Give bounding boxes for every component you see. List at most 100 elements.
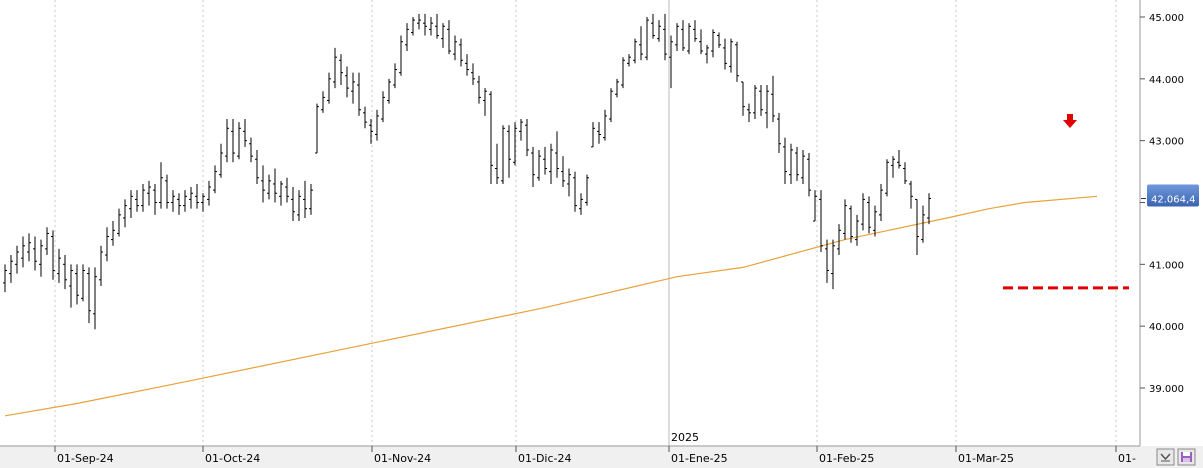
ohlc-bar (87, 267, 91, 324)
ohlc-bar (345, 66, 349, 98)
ohlc-bar (555, 131, 559, 178)
ohlc-bar (627, 54, 631, 67)
ohlc-bar (111, 221, 115, 246)
y-tick-label: 39.000 (1149, 384, 1184, 395)
ohlc-bar (3, 264, 7, 293)
ohlc-bar (759, 85, 763, 116)
ohlc-bar (639, 26, 643, 61)
ohlc-bar (741, 81, 745, 116)
ohlc-bar (375, 109, 379, 141)
ohlc-bar (369, 119, 373, 144)
ohlc-bar (765, 85, 769, 129)
chevron-down-icon[interactable] (1156, 448, 1175, 466)
ohlc-bar (123, 199, 127, 228)
ohlc-bar (669, 35, 673, 89)
ohlc-bar (171, 190, 175, 212)
x-tick-label: 01-Oct-24 (205, 452, 260, 465)
ohlc-bar (873, 205, 877, 237)
year-label: 2025 (671, 431, 699, 444)
ohlc-bar (63, 255, 67, 290)
ohlc-bar (561, 156, 565, 188)
x-tick-label: 01-Sep-24 (57, 452, 114, 465)
ohlc-bar (435, 13, 439, 39)
ohlc-bar (849, 205, 853, 243)
ohlc-bar (93, 267, 97, 330)
moving-average-line (4, 195, 1098, 417)
ohlc-bar (141, 183, 145, 212)
ohlc-bar (879, 183, 883, 222)
ohlc-bar (519, 119, 523, 141)
ohlc-bar (693, 20, 697, 42)
ohlc-bar (621, 57, 625, 89)
ohlc-bar (891, 156, 895, 178)
ohlc-bar (489, 91, 493, 184)
ohlc-bar (525, 119, 529, 157)
ohlc-bar (495, 143, 499, 184)
ohlc-bar (303, 180, 307, 218)
ohlc-bar (663, 13, 667, 61)
ohlc-bar (315, 103, 319, 154)
ohlc-bar (183, 190, 187, 212)
ohlc-bar (117, 208, 121, 237)
ohlc-bar (645, 17, 649, 61)
ohlc-bar (537, 149, 541, 181)
ohlc-bar (657, 20, 661, 42)
ohlc-bar (507, 125, 511, 178)
ohlc-bar (615, 78, 619, 98)
ohlc-bar (285, 177, 289, 203)
ohlc-bar (729, 38, 733, 73)
ohlc-bar (207, 180, 211, 206)
x-axis-background (0, 446, 1203, 468)
ohlc-bar (339, 54, 343, 86)
ohlc-bar (297, 190, 301, 222)
ohlc-bar (21, 236, 25, 268)
ohlc-bar (513, 122, 517, 166)
ohlc-bar (27, 233, 31, 262)
ohlc-bar (333, 47, 337, 89)
ohlc-bar (795, 146, 799, 181)
ohlc-bar (549, 143, 553, 184)
ohlc-bar (15, 245, 19, 274)
ohlc-bar (417, 13, 421, 30)
ohlc-bar (249, 137, 253, 163)
x-tick-label: 01-Dic-24 (518, 452, 572, 465)
ohlc-bar (903, 162, 907, 184)
ohlc-bar (819, 190, 823, 252)
marker-layer (1063, 114, 1077, 128)
ohlc-bar (267, 174, 271, 200)
ohlc-bar (885, 159, 889, 197)
ohlc-bar (291, 187, 295, 222)
ohlc-bar (81, 264, 85, 302)
ohlc-bar (411, 17, 415, 36)
ohlc-bar (351, 72, 355, 104)
y-tick-label: 45.000 (1149, 13, 1184, 24)
ohlc-bar (231, 119, 235, 163)
ohlc-bar (165, 174, 169, 209)
last-price-badge-box (1147, 184, 1199, 207)
ohlc-bar (69, 264, 73, 308)
ohlc-bar (399, 35, 403, 76)
x-tick-label: 01-Feb-25 (819, 452, 874, 465)
ohlc-bar (453, 35, 457, 61)
save-icon[interactable] (1177, 448, 1196, 466)
ohlc-bar (321, 91, 325, 113)
ohlc-bar (831, 239, 835, 290)
ohlc-bar (717, 32, 721, 48)
ohlc-bar (327, 72, 331, 104)
ohlc-bar (771, 75, 775, 123)
ohlc-bar (465, 54, 469, 76)
ohlc-bar (45, 227, 49, 256)
ohlc-bar (237, 122, 241, 160)
ohlc-bar (675, 23, 679, 52)
plot-area (0, 0, 1140, 446)
ohlc-bar (501, 125, 505, 184)
ohlc-bar (9, 255, 13, 283)
ohlc-bar (147, 180, 151, 206)
y-tick-label: 40.000 (1149, 322, 1184, 333)
ohlc-bar (105, 227, 109, 262)
ohlc-bar (441, 23, 445, 48)
ohlc-bar (567, 168, 571, 197)
ohlc-bar (459, 38, 463, 67)
ohlc-bar (723, 38, 727, 70)
